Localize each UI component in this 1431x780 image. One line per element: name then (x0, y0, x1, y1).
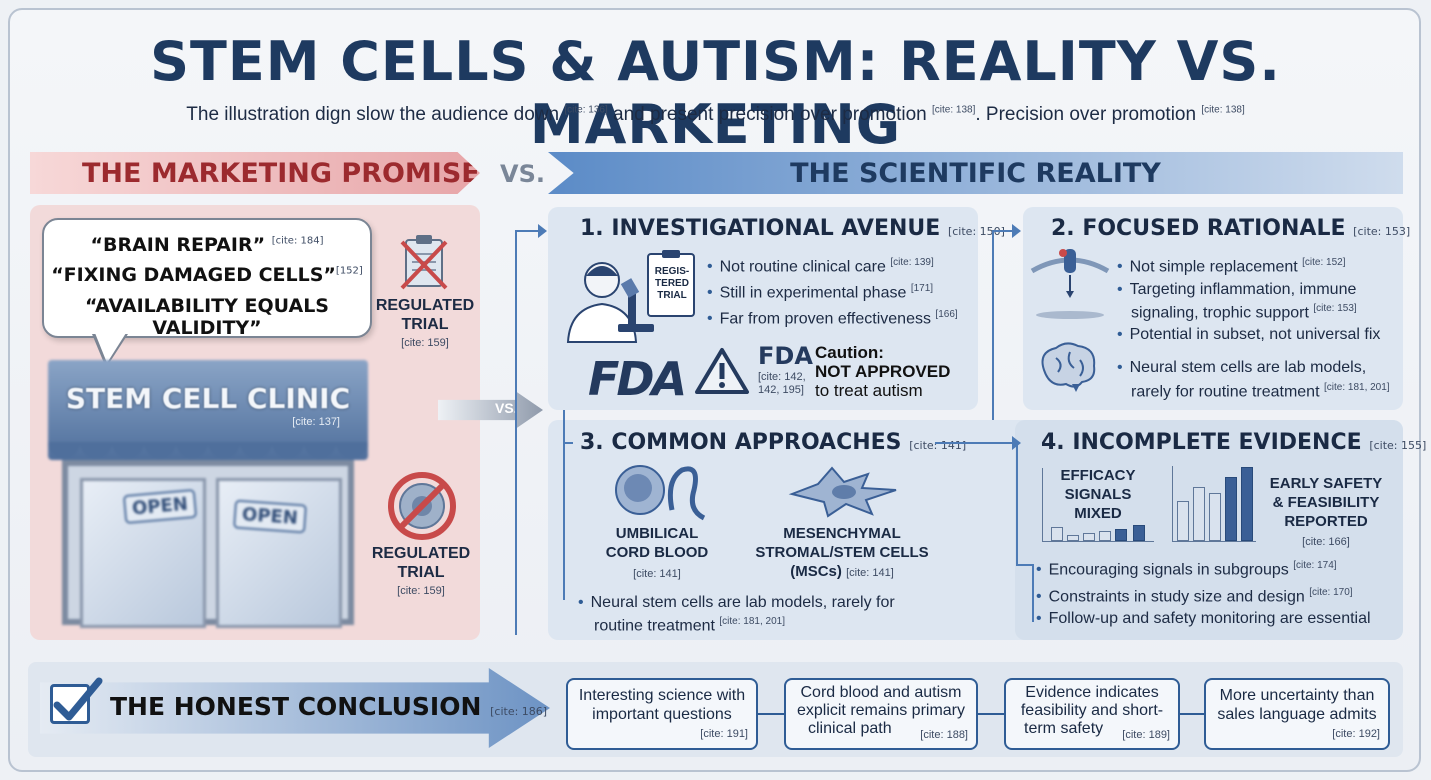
chart-bar (1133, 525, 1145, 541)
cord-blood-cell-icon (612, 460, 708, 527)
connector-line (976, 713, 1006, 715)
subtitle-cite: [cite: 138] (1201, 104, 1245, 116)
cell-receptor-icon (1030, 245, 1110, 325)
bullet-item: Far from proven effectiveness [166] (707, 305, 958, 329)
connector-line (756, 713, 786, 715)
subtitle-cite: [cite: 136] (564, 104, 608, 116)
subtitle-text: The illustration dign slow the audience … (186, 104, 560, 125)
clinic-name: STEM CELL CLINIC (65, 382, 351, 415)
conclusion-box: More uncertainty than sales language admi… (1204, 678, 1390, 750)
connector-line (515, 230, 517, 635)
warning-triangle-icon (694, 346, 750, 401)
clinic-cite: [cite: 137] (292, 416, 340, 428)
connector-line (992, 230, 994, 442)
scientist-microscope-icon (560, 250, 700, 350)
fda-caution-title: FDA (758, 342, 813, 370)
bullet-item: Not simple replacement [cite: 152] (1117, 253, 1346, 277)
scientific-reality-banner: THE SCIENTIFIC REALITY (548, 152, 1403, 194)
connector-line (1016, 442, 1018, 564)
marketing-quote: “FIXING DAMAGED CELLS”[152] (51, 264, 363, 286)
speech-bubble-tail (95, 333, 126, 363)
regulated-trial-label: REGULATED TRIAL [cite: 159] (371, 545, 471, 597)
connector-line (935, 442, 1015, 444)
chart-bar (1209, 493, 1221, 541)
page-title: STEM CELLS & AUTISM: REALITY VS. MARKETI… (150, 30, 1281, 156)
speech-bubble (42, 218, 372, 338)
banner-label: THE SCIENTIFIC REALITY (790, 158, 1161, 189)
chart-bar (1051, 527, 1063, 541)
bullet-continuation: rarely for routine treatment [cite: 181,… (1131, 382, 1390, 401)
conclusion-box: Evidence indicates feasibility and short-… (1004, 678, 1180, 750)
vs-arrow-label: VS. (495, 400, 518, 416)
bullet-item: Encouraging signals in subgroups [cite: … (1036, 556, 1337, 580)
approach-label: UMBILICAL CORD BLOOD [cite: 141] (605, 525, 709, 580)
chart-bar (1099, 531, 1111, 541)
marketing-quote: “AVAILABILITY EQUALS VALIDITY” (85, 295, 329, 339)
checkmark-icon (50, 677, 103, 724)
brain-icon (1036, 340, 1098, 397)
mesenchymal-cell-icon (788, 464, 900, 523)
panel-heading: 2. FOCUSED RATIONALE [cite: 153] (1051, 216, 1411, 241)
connector-line (1016, 564, 1032, 566)
chart-bar (1193, 487, 1205, 541)
page-subtitle: The illustration dign slow the audience … (0, 104, 1431, 126)
chart-bar (1241, 467, 1253, 541)
open-sign: OPEN (233, 499, 307, 534)
fda-cite: [cite: 142, 142, 195] (758, 371, 806, 396)
regulated-trial-label: REGULATED TRIAL [cite: 159] (375, 297, 475, 349)
crossed-clipboard-icon (398, 232, 450, 297)
chart-label: EARLY SAFETY & FEASIBILITY REPORTED [cite:… (1269, 475, 1383, 548)
conclusion-box: Interesting science with important questi… (566, 678, 758, 750)
banner-label: THE MARKETING PROMISE (82, 158, 480, 189)
bullet-item: Not routine clinical care [cite: 139] (707, 253, 934, 277)
panel-heading: 3. COMMON APPROACHES [cite: 141] (580, 430, 967, 455)
prohibited-cell-icon (386, 470, 458, 547)
connector-line (515, 230, 543, 232)
fda-caution-text: Caution: NOT APPROVED to treat autism (815, 343, 951, 400)
marketing-promise-banner: THE MARKETING PROMISE (30, 152, 480, 194)
chart-bar (1115, 529, 1127, 541)
registered-trial-clipboard: REGIS- TERED TRIAL (654, 266, 690, 301)
chart-bar (1083, 533, 1095, 541)
connector-line (992, 230, 1016, 232)
clinic-storefront: OPEN OPEN (48, 360, 368, 628)
bullet-item: Potential in subset, not universal fix (1117, 325, 1381, 345)
efficacy-chart (1042, 468, 1154, 542)
connector-line (563, 442, 573, 444)
approach-label: MESENCHYMAL STROMAL/STEM CELLS (MSCs) [ci… (755, 525, 929, 580)
chart-bar (1225, 477, 1237, 541)
chart-label: EFFICACY SIGNALS MIXED (1060, 467, 1136, 522)
bullet-item: Neural stem cells are lab models, (1117, 358, 1367, 378)
conclusion-title: THE HONEST CONCLUSION [cite: 186] (110, 692, 548, 721)
chart-bar (1177, 501, 1189, 541)
bullet-item: Follow-up and safety monitoring are esse… (1036, 609, 1371, 629)
connector-line (563, 410, 565, 600)
arrow-head (1012, 224, 1021, 238)
fda-logo: FDA (588, 352, 687, 406)
subtitle-cite: [cite: 138] (932, 104, 976, 116)
panel-heading: 4. INCOMPLETE EVIDENCE [cite: 155] (1041, 430, 1427, 455)
bullet-continuation: signaling, trophic support [cite: 153] (1131, 303, 1357, 322)
bullet-item: Targeting inflammation, immune (1117, 280, 1357, 300)
vs-label: VS. (500, 160, 545, 188)
bullet-item: Still in experimental phase [171] (707, 279, 933, 303)
connector-line (1178, 713, 1206, 715)
bullet-item: Constraints in study size and design [ci… (1036, 583, 1353, 607)
chart-bar (1067, 535, 1079, 541)
marketing-quote: “BRAIN REPAIR” [cite: 184] (90, 234, 324, 256)
safety-chart (1172, 466, 1256, 542)
subtitle-text: . Precision over promotion (975, 104, 1197, 125)
arrow-head (538, 224, 547, 238)
bullet-item: Neural stem cells are lab models, rarely… (578, 593, 895, 613)
connector-line (1032, 564, 1034, 622)
subtitle-text: and present precision over promotion (613, 104, 927, 125)
bullet-continuation: routine treatment [cite: 181, 201] (594, 616, 786, 635)
panel-heading: 1. INVESTIGATIONAL AVENUE [cite: 150] (580, 216, 1005, 241)
conclusion-box: Cord blood and autism explicit remains pr… (784, 678, 978, 750)
